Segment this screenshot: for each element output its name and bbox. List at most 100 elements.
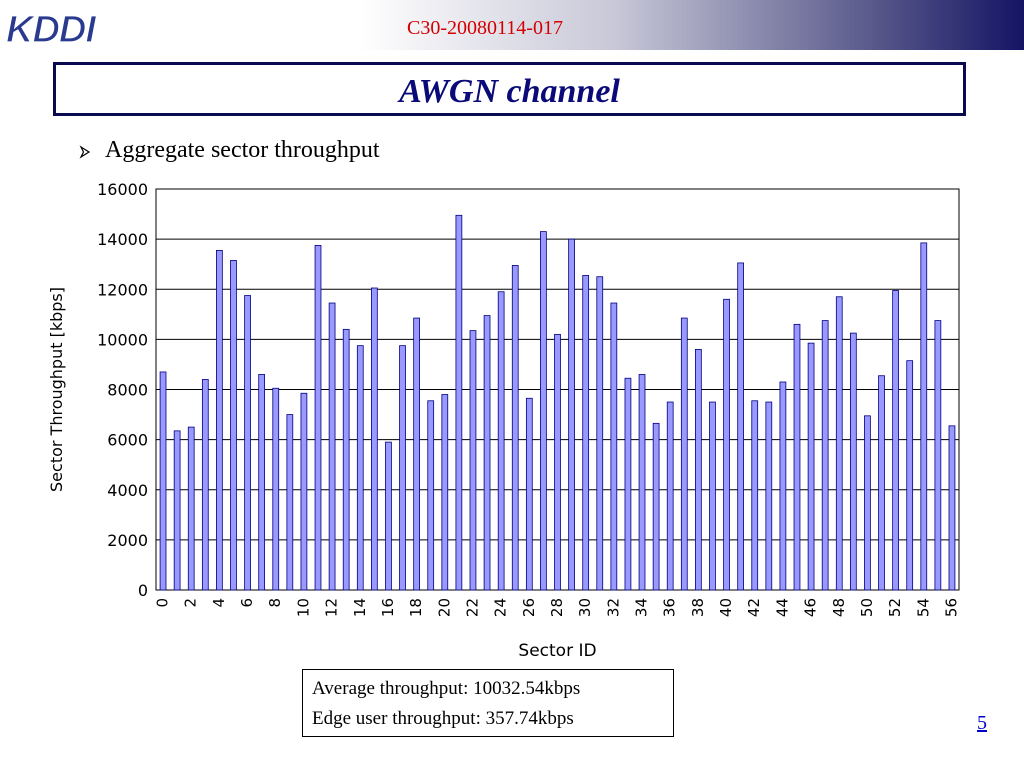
bar-sector-45 bbox=[793, 323, 801, 591]
bar-sector-31 bbox=[596, 276, 604, 591]
x-tick-label: 18 bbox=[407, 598, 425, 617]
bar-sector-30 bbox=[582, 275, 590, 591]
bar-sector-41 bbox=[737, 262, 744, 591]
header-band bbox=[0, 0, 1024, 50]
title-box: AWGN channel bbox=[53, 62, 966, 116]
bar-sector-19 bbox=[427, 400, 435, 591]
x-tick-label: 28 bbox=[548, 598, 566, 617]
x-tick-label: 44 bbox=[773, 598, 791, 617]
bar-sector-54 bbox=[920, 242, 928, 591]
y-tick-label: 2000 bbox=[107, 531, 148, 550]
bar-sector-25 bbox=[511, 265, 519, 591]
x-tick-label: 8 bbox=[266, 598, 284, 608]
bar-sector-14 bbox=[356, 345, 364, 591]
x-tick-label: 16 bbox=[379, 598, 397, 617]
logo-text: KDDI bbox=[6, 9, 97, 48]
arrow-bullet-icon bbox=[79, 145, 91, 159]
bar-sector-5 bbox=[230, 260, 237, 591]
x-tick-label: 38 bbox=[689, 598, 707, 617]
summary-box: Average throughput: 10032.54kbps Edge us… bbox=[302, 669, 674, 737]
x-tick-label: 54 bbox=[914, 598, 932, 617]
x-tick-label: 0 bbox=[154, 598, 172, 608]
bar-sector-48 bbox=[835, 296, 843, 591]
y-tick-label: 0 bbox=[138, 581, 148, 600]
y-axis-label: Sector Throughput [kbps] bbox=[47, 287, 66, 492]
edge-throughput-text: Edge user throughput: 357.74kbps bbox=[312, 708, 574, 729]
bar-sector-22 bbox=[469, 330, 477, 591]
x-tick-label: 36 bbox=[661, 598, 679, 617]
bar-sector-0 bbox=[159, 371, 167, 591]
bar-sector-34 bbox=[638, 374, 646, 591]
x-tick-label: 52 bbox=[886, 598, 904, 617]
x-tick-label: 10 bbox=[294, 598, 312, 617]
y-tick-label: 12000 bbox=[97, 280, 148, 299]
bar-sector-43 bbox=[765, 401, 773, 591]
bar-sector-13 bbox=[342, 328, 350, 591]
kddi-logo: KDDI bbox=[5, 8, 99, 48]
bar-sector-1 bbox=[173, 430, 181, 591]
bars bbox=[159, 214, 956, 591]
y-tick-label: 8000 bbox=[107, 381, 148, 400]
bar-sector-18 bbox=[413, 317, 420, 591]
x-tick-label: 14 bbox=[351, 598, 369, 617]
bar-sector-33 bbox=[624, 377, 632, 591]
bar-sector-21 bbox=[455, 214, 463, 591]
bar-sector-49 bbox=[849, 332, 857, 591]
bar-sector-47 bbox=[821, 320, 829, 591]
bar-sector-12 bbox=[328, 302, 336, 591]
y-tick-label: 10000 bbox=[97, 330, 148, 349]
bar-sector-20 bbox=[441, 394, 449, 591]
bar-sector-46 bbox=[807, 342, 815, 591]
x-tick-label: 22 bbox=[463, 598, 481, 617]
bar-sector-36 bbox=[666, 401, 674, 591]
bar-sector-15 bbox=[371, 287, 378, 591]
x-tick-label: 20 bbox=[435, 598, 453, 617]
x-tick-label: 26 bbox=[520, 598, 538, 617]
bar-sector-44 bbox=[779, 381, 787, 591]
bar-sector-55 bbox=[934, 320, 942, 591]
bar-sector-50 bbox=[864, 415, 871, 591]
y-tick-label: 6000 bbox=[107, 431, 148, 450]
bar-sector-26 bbox=[525, 397, 533, 591]
slide-title: AWGN channel bbox=[399, 73, 620, 110]
x-tick-label: 40 bbox=[717, 598, 735, 617]
bar-sector-23 bbox=[483, 315, 491, 591]
bar-sector-27 bbox=[540, 231, 547, 591]
bar-sector-35 bbox=[652, 422, 660, 591]
x-tick-label: 2 bbox=[182, 598, 200, 608]
bar-sector-52 bbox=[892, 290, 899, 591]
bar-sector-9 bbox=[286, 414, 294, 591]
bar-sector-39 bbox=[709, 401, 716, 591]
page-number-link[interactable]: 5 bbox=[977, 712, 987, 734]
x-tick-label: 4 bbox=[210, 598, 228, 608]
x-tick-label: 50 bbox=[858, 598, 876, 617]
x-tick-labels: 0 2 4 6 8 10 12 14 16 18 20 22 24 26 28 30 32 34 36 38 40 42 4… bbox=[154, 598, 961, 617]
bar-sector-11 bbox=[314, 244, 322, 591]
x-tick-label: 24 bbox=[492, 598, 510, 617]
x-tick-label: 6 bbox=[238, 598, 256, 608]
y-tick-label: 14000 bbox=[97, 230, 148, 249]
bar-sector-53 bbox=[906, 360, 914, 591]
bar-sector-3 bbox=[201, 379, 209, 591]
bar-sector-38 bbox=[695, 348, 702, 591]
bar-sector-17 bbox=[399, 345, 406, 591]
bar-sector-42 bbox=[751, 400, 759, 591]
x-axis-label: Sector ID bbox=[518, 641, 596, 661]
x-tick-label: 48 bbox=[830, 598, 848, 617]
bar-sector-37 bbox=[680, 317, 688, 591]
bar-sector-6 bbox=[244, 295, 251, 591]
bar-sector-24 bbox=[497, 291, 505, 591]
bar-sector-16 bbox=[385, 441, 392, 591]
bar-sector-8 bbox=[272, 387, 280, 591]
y-tick-labels: 0 2000 4000 6000 8000 10000 12000 14000 16000 bbox=[97, 180, 148, 600]
bar-sector-56 bbox=[948, 425, 956, 591]
y-tick-label: 4000 bbox=[107, 481, 148, 500]
bar-sector-29 bbox=[568, 238, 575, 591]
x-tick-label: 46 bbox=[802, 598, 820, 617]
bar-sector-7 bbox=[258, 374, 266, 591]
average-throughput-text: Average throughput: 10032.54kbps bbox=[312, 678, 581, 699]
x-tick-label: 12 bbox=[323, 598, 341, 617]
document-id: C30-20080114-017 bbox=[407, 17, 563, 39]
bar-sector-10 bbox=[300, 392, 308, 591]
